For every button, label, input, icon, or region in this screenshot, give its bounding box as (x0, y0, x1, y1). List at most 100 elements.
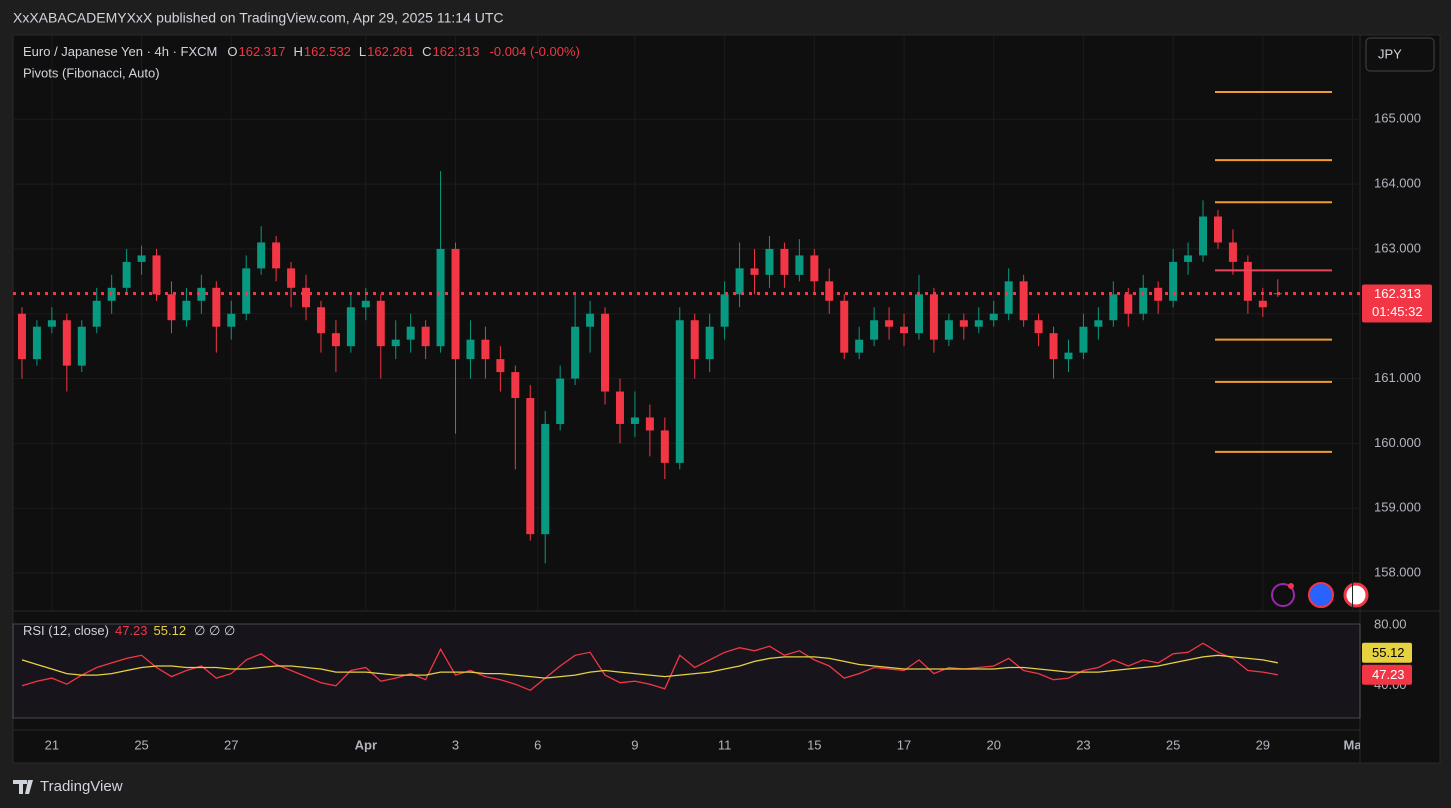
rsi-tick-label: 80.00 (1374, 616, 1407, 631)
candle-body (92, 300, 101, 327)
last-price-box (1362, 284, 1432, 323)
icon[interactable] (1271, 583, 1295, 607)
candle-body (690, 320, 699, 360)
candle-body (32, 326, 41, 360)
candle-body (630, 417, 639, 424)
candle-body (197, 287, 206, 301)
candle-body (1079, 326, 1088, 353)
rsi-value-label: 47.23 (1372, 667, 1405, 682)
rsi-extra: ∅ ∅ ∅ (194, 623, 235, 638)
candle-body (316, 307, 325, 334)
candle-body (615, 391, 624, 424)
x-tick-label: 21 (45, 737, 59, 752)
rsi-band (12, 623, 1361, 719)
candle-body (391, 339, 400, 347)
candle-body (257, 242, 266, 269)
candle-body (466, 339, 475, 360)
last-price-label: 162.313 (1374, 286, 1421, 301)
ohlc-value: 162.317 (239, 44, 286, 59)
candle-body (62, 320, 71, 366)
candle-body (152, 255, 161, 295)
candle-body (974, 320, 983, 327)
rsi-value: 47.23 (115, 623, 148, 638)
candle-body (1199, 216, 1208, 256)
candle-body (795, 255, 804, 275)
candle-body (944, 320, 953, 340)
icon[interactable] (1343, 582, 1369, 608)
y-tick-label: 161.000 (1374, 370, 1421, 385)
rsi-legend: RSI (12, close) 47.23 55.12 ∅ ∅ ∅ (23, 623, 235, 638)
countdown: 01:45:32 (1372, 304, 1423, 319)
candle-body (511, 372, 520, 399)
rsi-value-box (1362, 642, 1412, 663)
candle-body (586, 313, 595, 327)
candle-body (346, 307, 355, 347)
chart-area (12, 34, 1441, 764)
x-tick-label: 29 (1256, 737, 1270, 752)
x-tick-label: Ma (1343, 737, 1362, 752)
candle-body (1243, 261, 1252, 301)
brand: TradingView (40, 778, 123, 795)
currency-button[interactable] (1365, 37, 1435, 72)
candle-body (1019, 281, 1028, 321)
candle-body (376, 300, 385, 347)
candle-body (601, 313, 610, 392)
candle-body (870, 320, 879, 340)
x-tick-label: 6 (534, 737, 541, 752)
candle-body (735, 268, 744, 295)
candle-body (914, 294, 923, 334)
candle-body (406, 326, 415, 340)
candle-body (361, 300, 370, 308)
ohlc-value: 162.532 (304, 44, 351, 59)
candle-body (705, 326, 714, 360)
y-tick-label: 164.000 (1374, 176, 1421, 191)
y-tick-label: 165.000 (1374, 111, 1421, 126)
rsi-value: 55.12 (154, 623, 187, 638)
y-tick-label: 160.000 (1374, 435, 1421, 450)
candle-body (959, 320, 968, 327)
candle-body (660, 430, 669, 463)
candle-body (1034, 320, 1043, 334)
candle-body (481, 339, 490, 360)
symbol-legend: Euro / Japanese Yen · 4h · FXCM O162.317 H… (23, 44, 580, 59)
candle-body (1049, 333, 1058, 360)
candle-body (167, 294, 176, 321)
icon[interactable] (1308, 582, 1334, 608)
rsi-value-box (1362, 664, 1412, 685)
x-tick-label: 25 (134, 737, 148, 752)
candle-body (929, 294, 938, 340)
candle-body (675, 320, 684, 463)
candle-body (1004, 281, 1013, 314)
candle-body (227, 313, 236, 327)
change: -0.004 (-0.00%) (490, 44, 580, 59)
candle-body (1169, 261, 1178, 301)
rsi-line (21, 642, 1278, 692)
rsi-line (21, 654, 1278, 679)
currency[interactable]: JPY (1378, 46, 1402, 61)
candle-body (556, 378, 565, 424)
ohlc-label: O (227, 44, 237, 59)
candle-body (810, 255, 819, 282)
candle-body (1064, 352, 1073, 360)
candle-body (1213, 216, 1222, 243)
candle-body (1228, 242, 1237, 262)
rsi-name: RSI (12, close) (23, 623, 109, 638)
candle-body (885, 320, 894, 327)
x-tick-label: 15 (807, 737, 821, 752)
candle-body (122, 261, 131, 288)
ohlc-label: L (359, 44, 366, 59)
candle-body (77, 326, 86, 366)
x-tick-label: 3 (452, 737, 459, 752)
candle-body (436, 248, 445, 347)
pivots-legend: Pivots (Fibonacci, Auto) (23, 65, 160, 80)
candle-body (242, 268, 251, 314)
ohlc-value: 162.313 (433, 44, 480, 59)
x-tick-label: 11 (718, 737, 732, 752)
y-tick-label: 158.000 (1374, 564, 1421, 579)
candle-body (182, 300, 191, 321)
candle-body (900, 326, 909, 334)
x-tick-label: 17 (897, 737, 911, 752)
candle-body (212, 287, 221, 327)
